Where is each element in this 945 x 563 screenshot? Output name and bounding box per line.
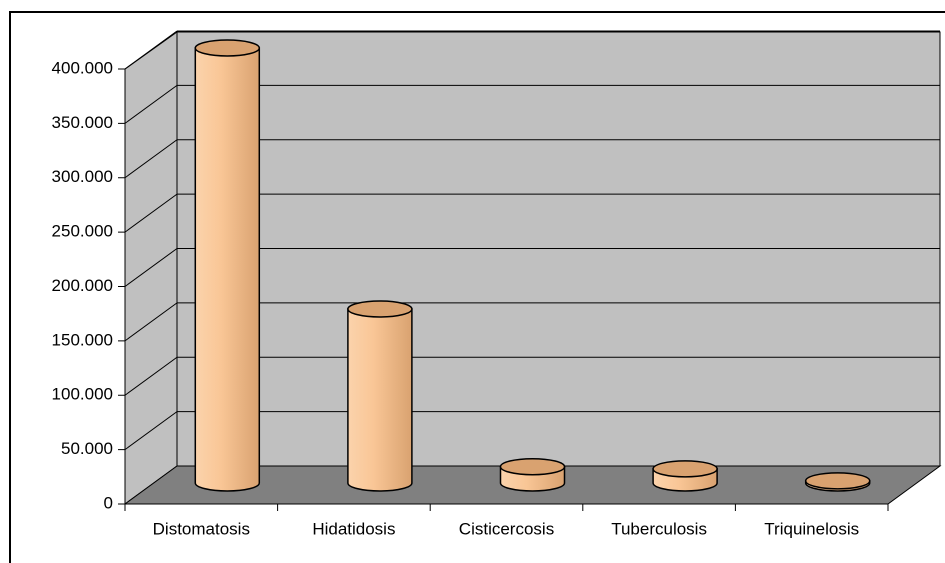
bar xyxy=(499,457,566,492)
grid-line xyxy=(124,248,178,287)
x-tick-label: Hidatidosis xyxy=(312,519,395,538)
y-tick-label: 0 xyxy=(104,493,113,512)
bar-top xyxy=(347,300,413,318)
grid-line xyxy=(124,193,178,233)
bar xyxy=(652,460,718,492)
grid-line xyxy=(124,356,178,396)
grid-line xyxy=(124,139,178,179)
bar xyxy=(804,472,871,492)
frame xyxy=(9,11,945,563)
bar xyxy=(347,300,413,492)
bar-top xyxy=(804,472,871,490)
x-tick-label: Tuberculosis xyxy=(611,519,707,538)
x-tick-label: Distomatosis xyxy=(153,519,250,538)
bar-body xyxy=(347,308,413,492)
y-tick-label: 350.000 xyxy=(52,113,113,132)
y-tick-label: 300.000 xyxy=(52,167,113,186)
bar-body xyxy=(194,47,261,492)
y-tick-label: 250.000 xyxy=(52,222,113,241)
y-tick-label: 100.000 xyxy=(52,385,113,404)
grid-line xyxy=(124,30,178,70)
grid-line xyxy=(124,302,178,342)
bar xyxy=(194,39,261,492)
y-tick-label: 400.000 xyxy=(52,58,113,77)
bar-top xyxy=(499,457,566,476)
grid-line xyxy=(124,84,178,124)
y-tick-label: 150.000 xyxy=(52,330,113,349)
grid-line xyxy=(124,411,178,451)
y-tick-label: 50.000 xyxy=(61,439,113,458)
x-tick-label: Cisticercosis xyxy=(459,519,554,538)
bar-top xyxy=(652,460,718,478)
bar-top xyxy=(194,39,261,57)
y-tick-label: 200.000 xyxy=(52,276,113,295)
x-tick-label: Triquinelosis xyxy=(764,519,859,538)
